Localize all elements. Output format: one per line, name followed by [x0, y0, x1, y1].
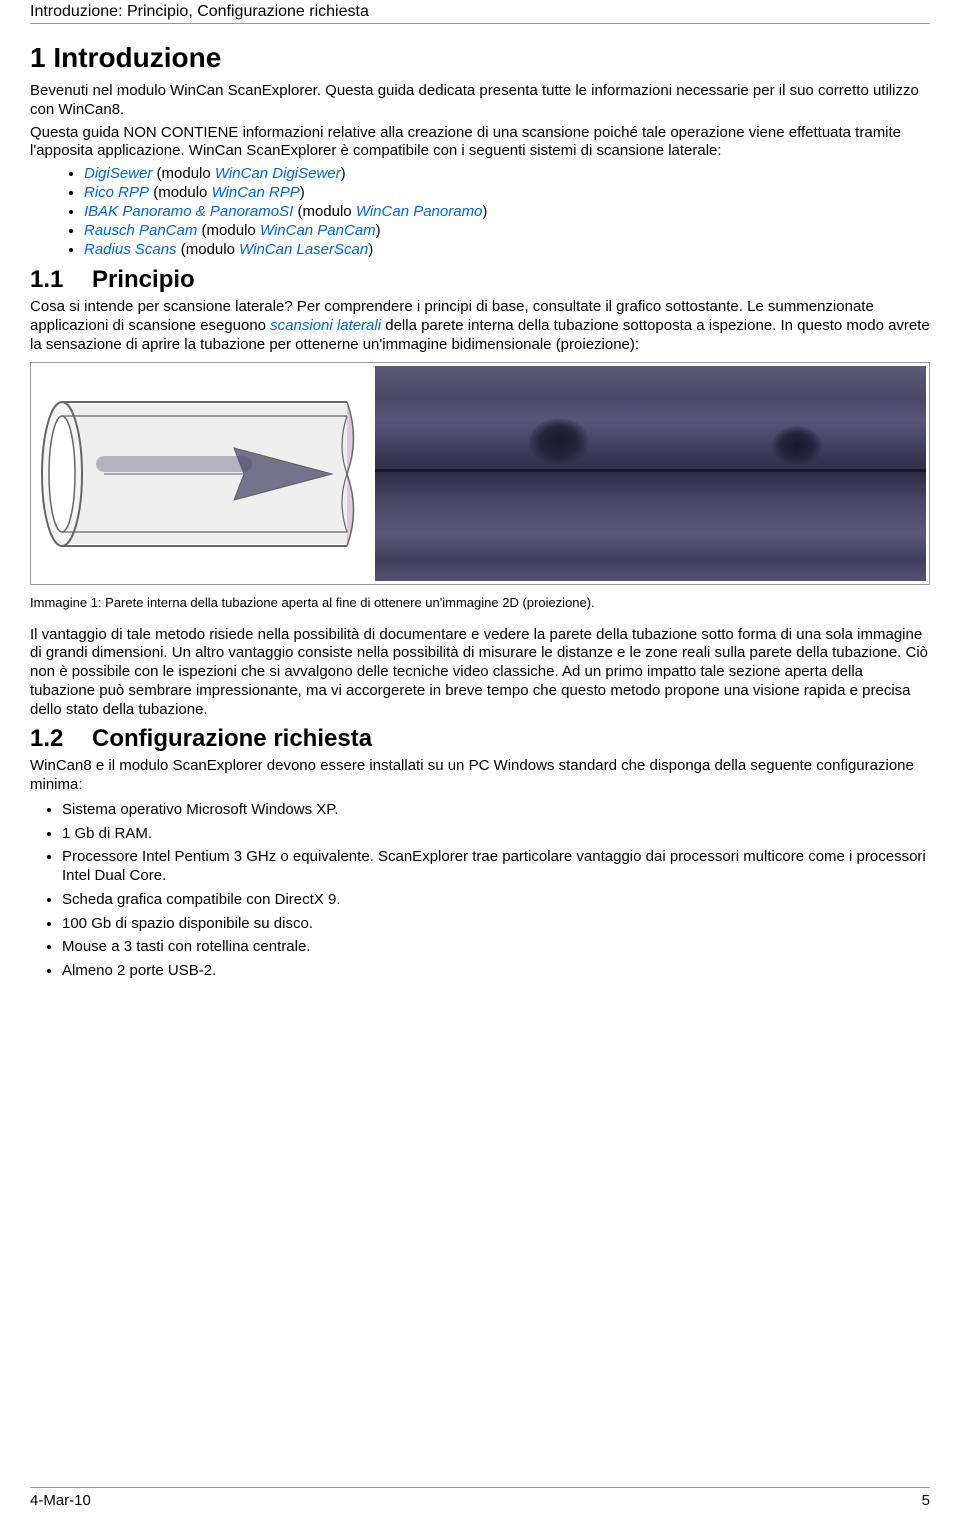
intro-paragraph-2: Questa guida NON CONTIENE informazioni r… [30, 124, 930, 162]
configurazione-intro: WinCan8 e il modulo ScanExplorer devono … [30, 757, 930, 795]
footer-page-number: 5 [922, 1492, 930, 1509]
list-item: Sistema operativo Microsoft Windows XP. [62, 801, 930, 820]
scansioni-laterali-link[interactable]: scansioni laterali [270, 317, 381, 334]
list-item: Rico RPP (modulo WinCan RPP) [84, 184, 930, 201]
figure-pipe-scan [30, 362, 930, 585]
principio-paragraph-advantage: Il vantaggio di tale metodo risiede nell… [30, 626, 930, 720]
heading-introduzione: 1 Introduzione [30, 42, 930, 74]
list-item: Rausch PanCam (modulo WinCan PanCam) [84, 222, 930, 239]
list-item: 100 Gb di spazio disponibile su disco. [62, 915, 930, 934]
heading-configurazione: 1.2Configurazione richiesta [30, 725, 930, 753]
scan-systems-list: DigiSewer (modulo WinCan DigiSewer) Rico… [84, 165, 930, 258]
list-item: 1 Gb di RAM. [62, 825, 930, 844]
figure-caption: Immagine 1: Parete interna della tubazio… [30, 595, 930, 611]
pipe-scan-image [375, 366, 926, 581]
intro-paragraph-1: Bevenuti nel modulo WinCan ScanExplorer.… [30, 82, 930, 120]
list-item: Radius Scans (modulo WinCan LaserScan) [84, 241, 930, 258]
principio-paragraph: Cosa si intende per scansione laterale? … [30, 298, 930, 354]
footer-date: 4-Mar-10 [30, 1492, 91, 1509]
list-item: Mouse a 3 tasti con rotellina centrale. [62, 938, 930, 957]
page-header-breadcrumb: Introduzione: Principio, Configurazione … [30, 0, 930, 23]
list-item: IBAK Panoramo & PanoramoSI (modulo WinCa… [84, 203, 930, 220]
header-rule [30, 23, 930, 24]
list-item: Processore Intel Pentium 3 GHz o equival… [62, 848, 930, 886]
page-footer: 4-Mar-10 5 [30, 1487, 930, 1509]
heading-principio: 1.1Principio [30, 266, 930, 294]
list-item: Almeno 2 porte USB-2. [62, 962, 930, 981]
list-item: Scheda grafica compatibile con DirectX 9… [62, 891, 930, 910]
list-item: DigiSewer (modulo WinCan DigiSewer) [84, 165, 930, 182]
requirements-list: Sistema operativo Microsoft Windows XP. … [62, 801, 930, 981]
pipe-diagram [34, 366, 369, 581]
